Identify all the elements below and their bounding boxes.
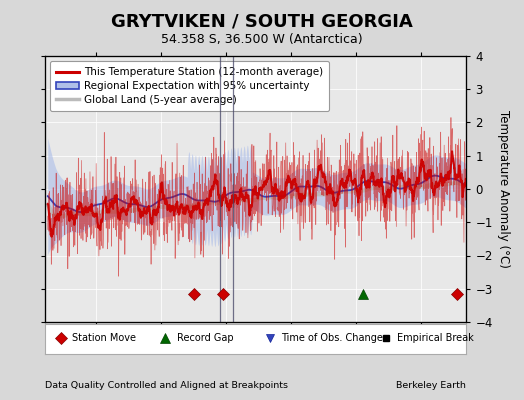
Y-axis label: Temperature Anomaly (°C): Temperature Anomaly (°C): [497, 110, 510, 268]
Legend: This Temperature Station (12-month average), Regional Expectation with 95% uncer: This Temperature Station (12-month avera…: [50, 61, 330, 111]
Text: Station Move: Station Move: [72, 334, 136, 343]
Text: Empirical Break: Empirical Break: [397, 334, 474, 343]
Text: Record Gap: Record Gap: [178, 334, 234, 343]
Text: Data Quality Controlled and Aligned at Breakpoints: Data Quality Controlled and Aligned at B…: [45, 381, 288, 390]
Text: GRYTVIKEN / SOUTH GEORGIA: GRYTVIKEN / SOUTH GEORGIA: [111, 13, 413, 31]
Text: 54.358 S, 36.500 W (Antarctica): 54.358 S, 36.500 W (Antarctica): [161, 34, 363, 46]
Text: Time of Obs. Change: Time of Obs. Change: [281, 334, 383, 343]
Text: Berkeley Earth: Berkeley Earth: [397, 381, 466, 390]
